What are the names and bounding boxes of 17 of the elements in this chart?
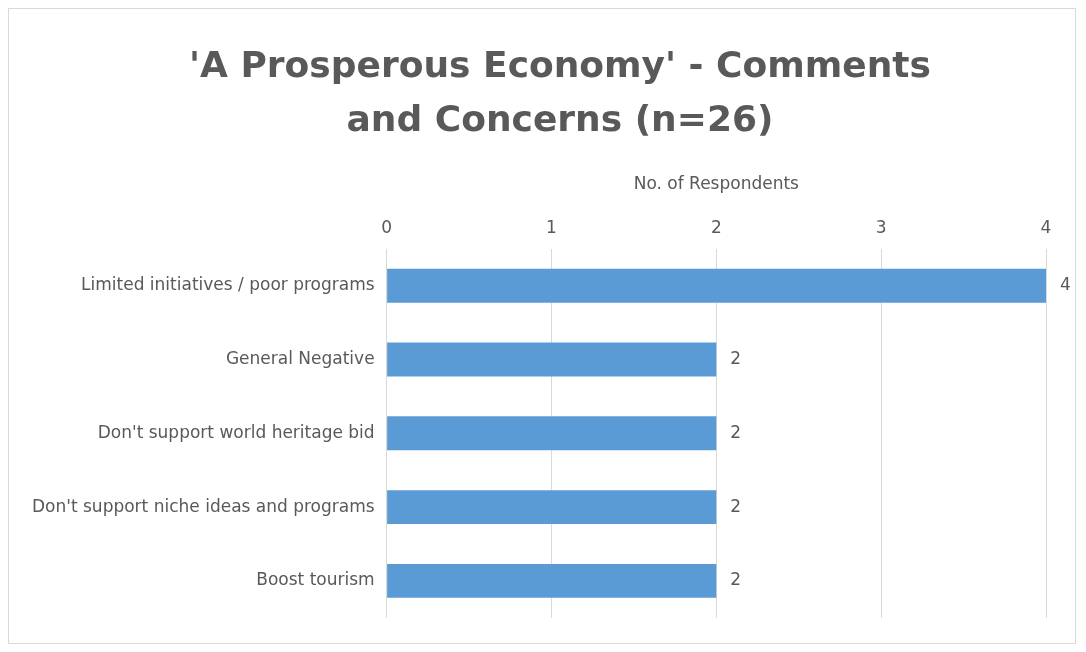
y-tick-label: Don't support world heritage bid xyxy=(97,421,375,442)
data-label: 4 xyxy=(1060,274,1071,295)
x-tick-label: 2 xyxy=(710,217,722,238)
x-axis-title: No. of Respondents xyxy=(633,172,800,193)
y-tick-label: Limited initiatives / poor programs xyxy=(81,274,375,295)
data-label: 2 xyxy=(730,495,742,516)
x-tick-label: 4 xyxy=(1040,217,1052,238)
y-tick-label: Don't support niche ideas and programs xyxy=(32,495,375,516)
data-label: 2 xyxy=(730,347,742,368)
x-tick-label: 1 xyxy=(546,217,557,238)
data-label: 2 xyxy=(730,569,742,590)
chart-title: 'A Prosperous Economy' - Comments and Concerns (n=26) xyxy=(188,43,932,141)
x-tick-label: 3 xyxy=(875,217,887,238)
y-tick-label: Boost tourism xyxy=(256,569,375,590)
x-tick-label: 0 xyxy=(381,217,393,238)
y-tick-label: General Negative xyxy=(225,347,375,368)
data-label: 2 xyxy=(730,421,742,442)
